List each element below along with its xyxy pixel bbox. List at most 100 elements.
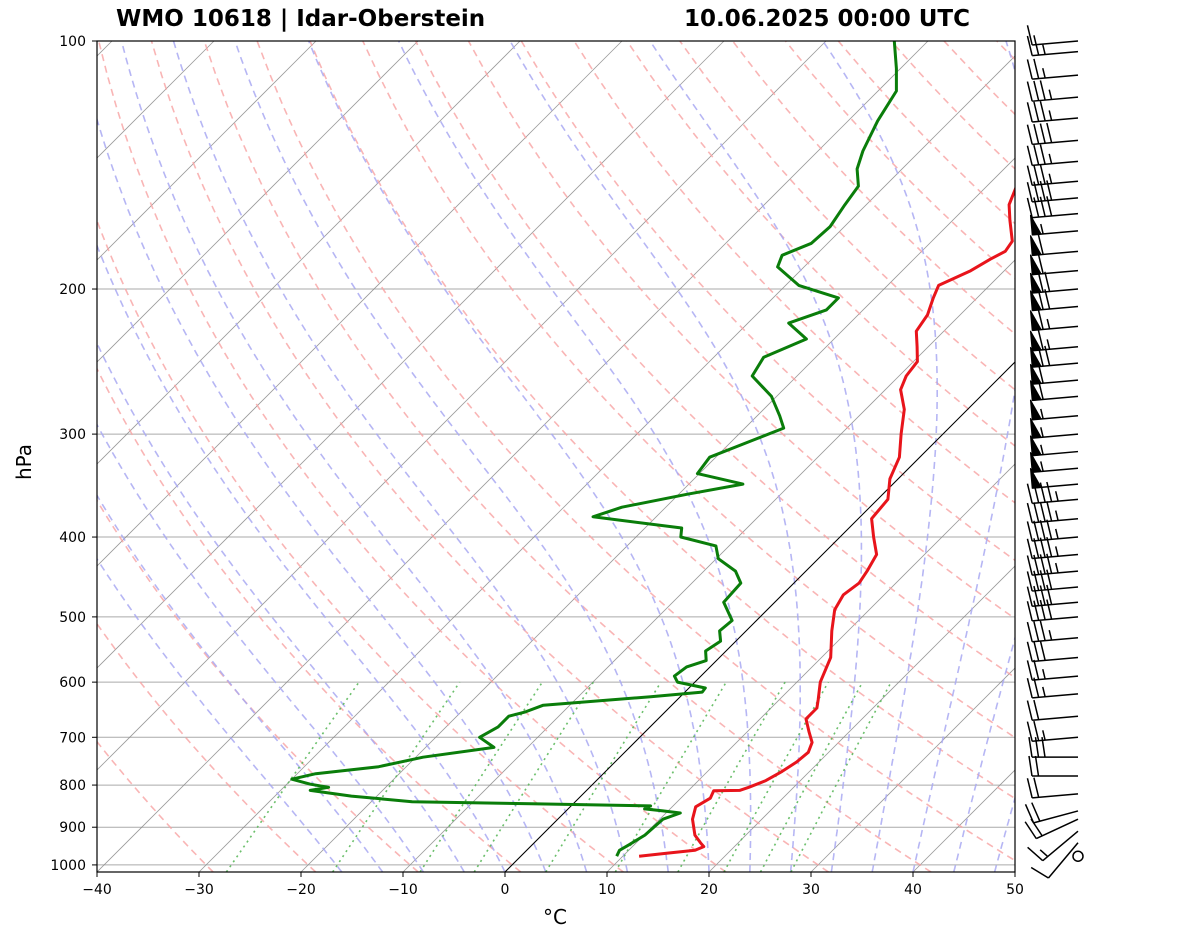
- barb-flag: [1026, 145, 1033, 166]
- barb-shaft: [1032, 715, 1079, 721]
- barb-shaft: [1032, 498, 1079, 505]
- barb-flag: [1033, 123, 1040, 144]
- barb-shaft: [1032, 160, 1079, 167]
- barb-shaft: [1032, 536, 1079, 542]
- barb-flag: [1033, 197, 1040, 218]
- barb-pennant: [1029, 272, 1042, 294]
- barb-flag: [1024, 804, 1035, 824]
- barb-flag: [1033, 777, 1040, 798]
- y-tick-label: 500: [59, 610, 86, 626]
- barb-pennant: [1029, 330, 1042, 352]
- barb-flag: [1026, 621, 1033, 642]
- moist-adiabat-line: [97, 557, 343, 872]
- barb-flag: [1033, 641, 1040, 662]
- x-tick-label: −10: [388, 882, 418, 898]
- isotherm-line: [300, 157, 1015, 872]
- dry-adiabat-line: [97, 499, 419, 872]
- barb-flag: [1033, 699, 1040, 720]
- barb-half-flag: [1040, 461, 1044, 472]
- barb-flag: [1044, 271, 1051, 292]
- barb-shaft: [1032, 601, 1079, 608]
- wind-barb: [1026, 80, 1079, 102]
- barb-shaft: [1032, 197, 1079, 203]
- x-tick-label: 0: [501, 882, 510, 898]
- barb-flag: [1039, 101, 1046, 122]
- y-tick-label: 1000: [50, 858, 86, 874]
- barb-pennant: [1029, 254, 1042, 276]
- dry-adiabat-line: [573, 41, 1015, 504]
- barb-flag: [1026, 59, 1033, 80]
- isotherm-line: [97, 41, 521, 465]
- barb-flag: [1026, 721, 1033, 742]
- barb-flag: [1037, 253, 1044, 274]
- moist-adiabat-line: [97, 243, 506, 872]
- barb-flag: [1039, 620, 1046, 641]
- wind-barb: [1029, 214, 1079, 236]
- wind-barb: [1026, 196, 1079, 219]
- barb-shaft: [1032, 553, 1079, 560]
- barb-flag: [1026, 483, 1033, 504]
- plot-frame: [96, 40, 1016, 873]
- dry-adiabat-line: [97, 218, 624, 872]
- barb-flag: [1039, 520, 1046, 541]
- barb-half-flag: [1054, 546, 1059, 557]
- mixing-ratio-line: [419, 681, 543, 872]
- moist-adiabat-line: [97, 116, 547, 872]
- barb-shaft: [1032, 693, 1079, 699]
- barb-flag: [1033, 80, 1040, 101]
- dry-adiabat-line: [1050, 41, 1181, 872]
- barb-half-flag: [1039, 849, 1049, 858]
- barb-flag: [1026, 181, 1033, 203]
- mixing-ratio-line: [790, 681, 892, 872]
- x-axis-label: °C: [543, 905, 567, 929]
- barb-flag: [1039, 144, 1046, 165]
- barb-flag: [1033, 58, 1040, 79]
- isotherm-line: [97, 41, 419, 363]
- isotherm-line: [504, 361, 1015, 872]
- barb-shaft: [1032, 212, 1079, 219]
- barb-flag: [1026, 700, 1033, 721]
- barb-flag: [1027, 846, 1044, 862]
- wind-barb: [1026, 25, 1079, 46]
- y-tick-label: 600: [59, 675, 86, 691]
- dry-adiabat-line: [97, 41, 727, 872]
- barb-flag: [1026, 35, 1033, 56]
- valid-time: 10.06.2025 00:00 UTC: [684, 6, 970, 32]
- isotherm-line: [97, 41, 725, 669]
- wind-barb: [1029, 271, 1079, 294]
- isotherm-line: [606, 463, 1015, 872]
- barb-flag: [1039, 482, 1046, 503]
- x-tick-label: 10: [598, 882, 616, 898]
- barb-half-flag: [1046, 339, 1051, 350]
- barb-pennant: [1029, 417, 1042, 439]
- isotherm-line: [1117, 41, 1181, 872]
- x-tick-label: 30: [802, 882, 820, 898]
- wind-barb: [1026, 35, 1079, 57]
- barb-flag: [1037, 272, 1044, 293]
- dry-adiabat-line: [943, 41, 1015, 116]
- barb-shaft: [1032, 180, 1079, 187]
- x-tick-label: 20: [700, 882, 718, 898]
- barb-flag: [1030, 866, 1049, 879]
- y-axis-label: hPa: [12, 444, 36, 480]
- barb-shaft: [1032, 50, 1079, 57]
- barb-flag: [1026, 538, 1033, 559]
- wind-barb: [1029, 452, 1079, 473]
- moist-adiabat-line: [97, 493, 384, 872]
- y-tick-label: 400: [59, 530, 86, 546]
- dry-adiabat-line: [256, 41, 1015, 862]
- barb-flag: [1024, 821, 1037, 840]
- barb-pennant: [1029, 452, 1042, 473]
- wind-barb: [1029, 467, 1079, 489]
- y-tick-label: 300: [59, 427, 86, 443]
- barb-pennant: [1029, 380, 1042, 401]
- barb-flag: [1033, 600, 1040, 621]
- barb-flag: [1033, 145, 1040, 166]
- wind-barb: [1026, 620, 1079, 643]
- moist-adiabat-line: [97, 341, 465, 872]
- barb-shaft: [1032, 74, 1079, 80]
- wind-barb: [1026, 640, 1079, 663]
- temperature-profile: [638, 185, 1015, 858]
- barb-flag: [1026, 601, 1033, 622]
- barb-flag: [1033, 502, 1040, 523]
